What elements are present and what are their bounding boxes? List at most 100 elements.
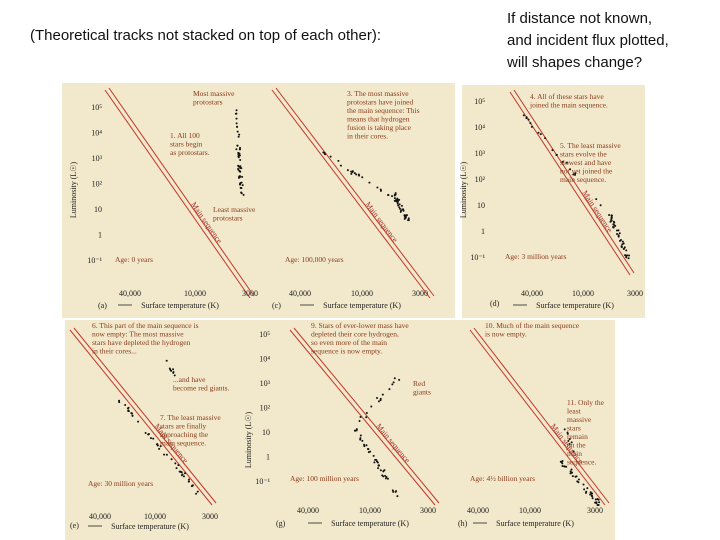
main-sequence-line [275, 87, 435, 297]
y-tick-label: 10 [262, 428, 270, 437]
annotation: 9. Stars of ever-lower mass have [311, 321, 409, 330]
star-dot [324, 153, 327, 156]
star-dot [386, 477, 389, 480]
annotation: stars [567, 424, 581, 433]
star-dot [127, 409, 130, 412]
star-dot [165, 359, 168, 362]
question-line: will shapes change? [506, 54, 642, 71]
x-tick-label: 3000 [242, 289, 258, 298]
panel [462, 85, 645, 318]
star-dot [625, 249, 628, 252]
star-dot [397, 204, 400, 207]
x-tick-label: 40,000 [467, 506, 489, 515]
star-dot [388, 388, 391, 391]
star-dot [561, 465, 564, 468]
x-tick-label: 10,000 [572, 289, 594, 298]
panel [62, 83, 265, 318]
star-dot [240, 181, 243, 184]
star-dot [586, 487, 589, 490]
annotation: in their cores. [347, 132, 388, 141]
annotation: 5. The least massive [560, 141, 621, 150]
star-dot [398, 206, 401, 209]
star-dot [618, 232, 621, 235]
star-dot [239, 146, 242, 149]
annotation: approaching the [160, 430, 209, 439]
star-dot [393, 377, 396, 380]
star-dot [183, 472, 186, 475]
y-tick-label: 10³ [92, 154, 103, 163]
star-dot [399, 207, 402, 210]
star-dot [353, 172, 356, 175]
star-dot [379, 189, 382, 192]
annotation: 7. The least massive [160, 413, 221, 422]
star-dot [589, 493, 592, 496]
star-dot [572, 450, 575, 453]
x-axis-label: Surface temperature (K) [496, 519, 574, 528]
star-dot [236, 144, 239, 147]
star-dot [242, 193, 245, 196]
star-dot [571, 471, 574, 474]
star-dot [118, 401, 121, 404]
annotation: 1. All 100 [170, 131, 200, 140]
annotation: sequence is now empty. [311, 347, 382, 356]
star-dot [391, 195, 394, 198]
panel-label: (h) [458, 519, 468, 528]
star-dot [574, 172, 577, 175]
star-dot [559, 460, 562, 463]
star-dot [172, 371, 175, 374]
question-line: If distance not known, [507, 10, 652, 27]
star-dot [393, 193, 396, 196]
star-dot [382, 470, 385, 473]
star-dot [124, 403, 127, 406]
y-tick-label: 10⁻¹ [470, 253, 485, 262]
star-dot [237, 135, 240, 138]
star-dot [537, 131, 540, 134]
main-sequence-line [73, 327, 217, 504]
y-tick-label: 10⁻¹ [87, 256, 102, 265]
annotation: stars are finally [160, 422, 206, 431]
star-dot [617, 235, 620, 238]
star-dot [239, 158, 242, 161]
star-dot [182, 475, 185, 478]
star-dot [238, 175, 241, 178]
panel-label: (d) [490, 299, 500, 308]
annotation: stars have depleted the hydrogen [92, 338, 191, 347]
star-dot [598, 501, 601, 504]
star-dot [612, 226, 615, 229]
star-dot [359, 434, 362, 437]
star-dot [617, 229, 620, 232]
x-tick-label: 40,000 [89, 512, 111, 521]
y-tick-label: 10² [92, 180, 103, 189]
star-dot [387, 193, 390, 196]
star-dot [589, 491, 592, 494]
main-sequence-line [69, 329, 213, 506]
star-dot [147, 433, 150, 436]
annotation: depleted their core hydrogen, [311, 330, 399, 339]
star-dot [565, 465, 568, 468]
star-dot [379, 469, 382, 472]
star-dot [238, 152, 241, 155]
star-dot [393, 197, 396, 200]
star-dot [372, 454, 375, 457]
star-dot [163, 453, 166, 456]
star-dot [596, 498, 599, 501]
star-dot [377, 400, 380, 403]
x-tick-label: 3000 [587, 506, 603, 515]
y-tick-label: 10 [477, 201, 485, 210]
star-dot [358, 419, 361, 422]
star-dot [235, 109, 238, 112]
y-tick-label: 10⁻¹ [255, 477, 270, 486]
star-dot [594, 498, 597, 501]
star-dot [381, 474, 384, 477]
star-dot [563, 465, 566, 468]
star-dot [615, 232, 618, 235]
star-dot [368, 181, 371, 184]
star-dot [574, 173, 577, 176]
star-dot [235, 148, 238, 151]
panel [240, 320, 455, 540]
star-dot [608, 213, 611, 216]
star-dot [591, 492, 594, 495]
star-dot [399, 209, 402, 212]
star-dot [404, 216, 407, 219]
x-tick-label: 40,000 [521, 289, 543, 298]
